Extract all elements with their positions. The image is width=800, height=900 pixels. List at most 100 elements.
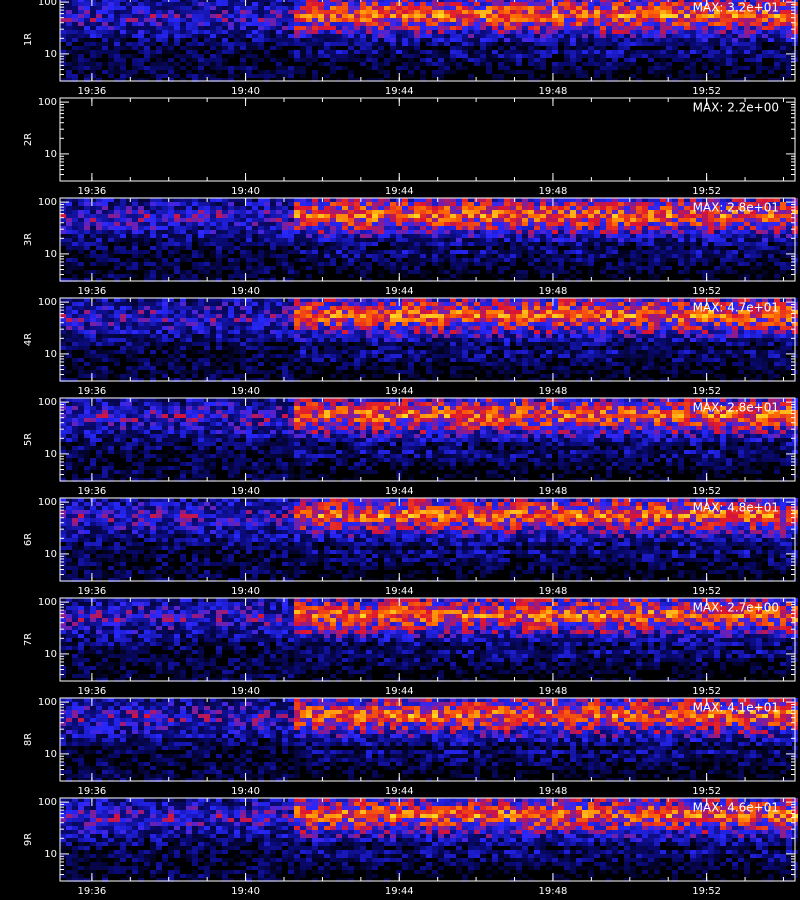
texture-cell	[102, 14, 108, 18]
texture-cell	[78, 278, 84, 282]
texture-cell	[540, 246, 546, 250]
texture-cell	[612, 198, 618, 202]
texture-cell	[504, 230, 510, 234]
texture-cell	[564, 70, 570, 74]
texture-cell	[324, 210, 330, 214]
x-tick-label: 19:52	[692, 286, 721, 297]
texture-cell	[708, 206, 714, 210]
texture-cell	[372, 230, 378, 234]
texture-cell	[66, 206, 72, 210]
texture-cell	[732, 54, 738, 58]
texture-cell	[198, 210, 204, 214]
texture-cell	[558, 254, 564, 258]
texture-cell	[426, 0, 432, 2]
texture-cell	[744, 214, 750, 218]
texture-cell	[96, 298, 102, 302]
texture-cell	[696, 50, 702, 54]
texture-cell	[204, 70, 210, 74]
texture-cell	[570, 258, 576, 262]
texture-cell	[228, 258, 234, 262]
texture-cell	[294, 54, 300, 58]
texture-cell	[654, 202, 660, 206]
texture-cell	[66, 214, 72, 218]
texture-cell	[72, 206, 78, 210]
texture-cell	[606, 30, 612, 34]
texture-cell	[666, 214, 672, 218]
texture-cell	[342, 246, 348, 250]
texture-cell	[300, 42, 306, 46]
texture-cell	[630, 218, 636, 222]
texture-cell	[666, 226, 672, 230]
texture-cell	[516, 58, 522, 62]
texture-cell	[720, 230, 726, 234]
texture-cell	[162, 42, 168, 46]
texture-cell	[162, 274, 168, 278]
texture-cell	[558, 238, 564, 242]
texture-cell	[312, 230, 318, 234]
texture-cell	[522, 234, 528, 238]
texture-cell	[258, 246, 264, 250]
texture-cell	[528, 38, 534, 42]
texture-cell	[414, 210, 420, 214]
texture-cell	[600, 70, 606, 74]
texture-cell	[174, 30, 180, 34]
texture-cell	[438, 74, 444, 78]
texture-cell	[450, 30, 456, 34]
texture-cell	[318, 6, 324, 10]
texture-cell	[780, 14, 786, 18]
texture-cell	[222, 22, 228, 26]
texture-cell	[204, 266, 210, 270]
texture-cell	[144, 34, 150, 38]
texture-cell	[60, 218, 66, 222]
texture-cell	[702, 210, 708, 214]
texture-cell	[396, 218, 402, 222]
texture-cell	[66, 218, 72, 222]
texture-cell	[642, 202, 648, 206]
texture-cell	[444, 6, 450, 10]
texture-cell	[78, 70, 84, 74]
texture-cell	[522, 34, 528, 38]
texture-cell	[150, 54, 156, 58]
texture-cell	[450, 250, 456, 254]
texture-cell	[300, 22, 306, 26]
texture-cell	[192, 18, 198, 22]
texture-cell	[90, 30, 96, 34]
texture-cell	[408, 210, 414, 214]
texture-cell	[246, 234, 252, 238]
texture-cell	[636, 254, 642, 258]
texture-cell	[438, 22, 444, 26]
texture-cell	[786, 50, 792, 54]
texture-cell	[762, 74, 768, 78]
texture-cell	[660, 14, 666, 18]
texture-cell	[396, 50, 402, 54]
texture-cell	[180, 38, 186, 42]
texture-cell	[468, 262, 474, 266]
texture-cell	[426, 250, 432, 254]
texture-cell	[732, 258, 738, 262]
texture-cell	[120, 274, 126, 278]
texture-cell	[348, 26, 354, 30]
texture-cell	[384, 234, 390, 238]
texture-cell	[528, 50, 534, 54]
texture-cell	[786, 206, 792, 210]
texture-cell	[570, 42, 576, 46]
texture-cell	[240, 38, 246, 42]
texture-cell	[660, 238, 666, 242]
texture-cell	[210, 230, 216, 234]
texture-cell	[192, 306, 198, 310]
texture-cell	[774, 234, 780, 238]
texture-cell	[354, 230, 360, 234]
texture-cell	[510, 242, 516, 246]
texture-cell	[84, 222, 90, 226]
texture-cell	[408, 30, 414, 34]
texture-cell	[384, 262, 390, 266]
texture-cell	[180, 22, 186, 26]
texture-cell	[696, 214, 702, 218]
texture-cell	[270, 230, 276, 234]
texture-cell	[132, 66, 138, 70]
texture-cell	[294, 214, 300, 218]
texture-cell	[552, 254, 558, 258]
texture-cell	[156, 66, 162, 70]
texture-cell	[168, 226, 174, 230]
texture-cell	[534, 202, 540, 206]
